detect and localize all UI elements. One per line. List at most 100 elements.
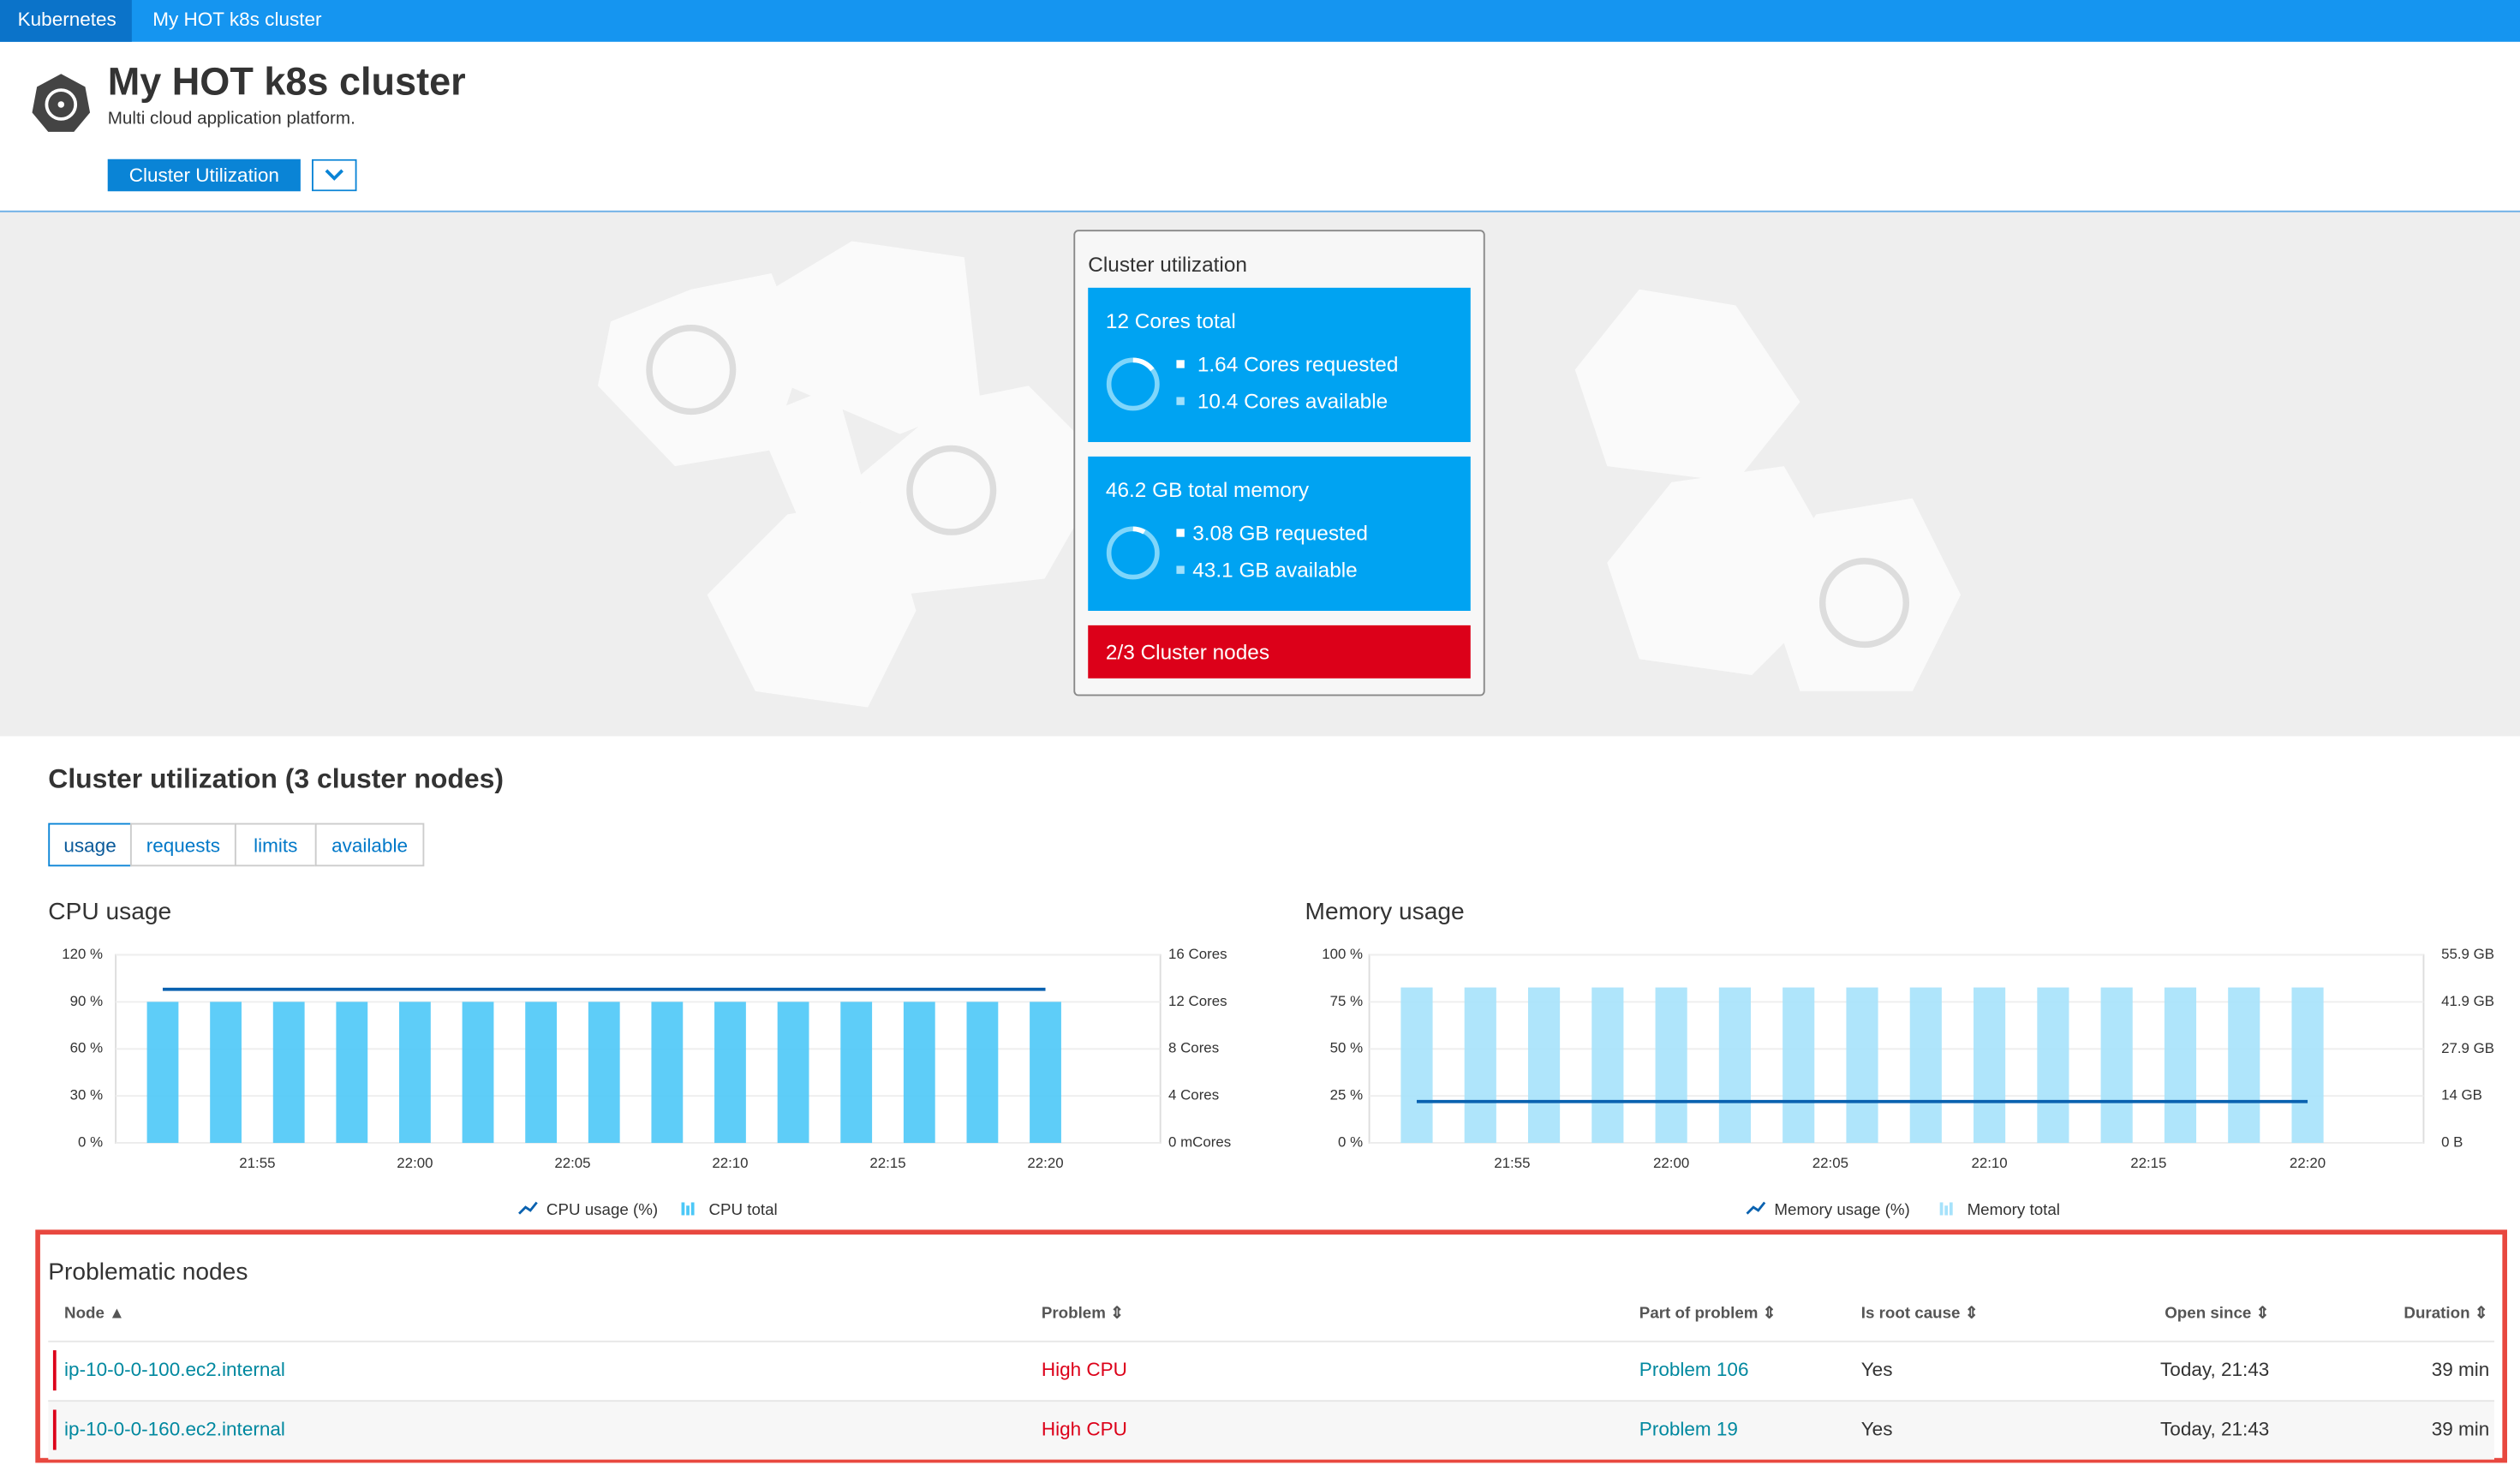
bar bbox=[2291, 987, 2324, 1144]
breadcrumb[interactable]: My HOT k8s cluster bbox=[152, 8, 322, 31]
breadcrumb[interactable]: Kubernetes bbox=[17, 8, 116, 31]
top-bar bbox=[0, 0, 2520, 42]
bar bbox=[1030, 1002, 1061, 1144]
y2-tick-label: 41.9 GB bbox=[2441, 993, 2494, 1009]
y-tick-label: 100 % bbox=[1322, 946, 1363, 962]
cell: 39 min bbox=[2431, 1358, 2490, 1381]
cell[interactable]: ip-10-0-0-100.ec2.internal bbox=[64, 1358, 285, 1381]
dropdown[interactable] bbox=[311, 158, 357, 192]
y-tick-label: 60 % bbox=[70, 1040, 103, 1056]
donut-icons bbox=[1106, 357, 1185, 580]
legend-label: Memory usage (%) bbox=[1774, 1200, 1909, 1218]
y2-tick-label: 14 GB bbox=[2441, 1087, 2482, 1103]
row-marker bbox=[52, 1409, 57, 1450]
x-tick-label: 22:05 bbox=[1812, 1155, 1848, 1171]
bar bbox=[651, 1002, 684, 1144]
bar bbox=[1718, 987, 1752, 1144]
cell[interactable]: ip-10-0-0-160.ec2.internal bbox=[64, 1417, 285, 1441]
cpu-total: 12 Cores total bbox=[1105, 308, 1236, 333]
column-header[interactable]: Is root cause ⇕ bbox=[1860, 1305, 1979, 1324]
bar bbox=[336, 1002, 368, 1144]
row-marker bbox=[52, 1350, 57, 1390]
nodes-tile[interactable] bbox=[1088, 625, 1471, 679]
charts: 0 % 30 % 60 % 90 % 120 % 0 mCores 4 Cores 8 Cor… bbox=[62, 946, 2494, 1218]
cell: Yes bbox=[1860, 1417, 1893, 1441]
bar bbox=[272, 1002, 305, 1144]
column-header[interactable]: Problem ⇕ bbox=[1041, 1305, 1124, 1324]
bar bbox=[966, 1002, 999, 1144]
nodes-status: 2/3 Cluster nodes bbox=[1105, 639, 1270, 664]
column-header[interactable]: Open since ⇕ bbox=[2165, 1305, 2270, 1324]
y-tick-label: 90 % bbox=[70, 993, 103, 1009]
tab[interactable]: available bbox=[314, 822, 425, 867]
bar bbox=[210, 1002, 242, 1144]
bar bbox=[1527, 987, 1561, 1144]
cpu-available: 10.4 Cores available bbox=[1197, 389, 1388, 414]
cell[interactable]: Problem 106 bbox=[1639, 1358, 1749, 1381]
bar bbox=[1974, 987, 2006, 1144]
x-tick-label: 22:15 bbox=[2130, 1155, 2166, 1171]
column-header[interactable]: Part of problem ⇕ bbox=[1639, 1305, 1777, 1324]
bar bbox=[399, 1002, 431, 1144]
section-title: Cluster utilization (3 cluster nodes) bbox=[48, 763, 504, 794]
legend-icon bbox=[690, 1202, 695, 1216]
bar bbox=[588, 1002, 620, 1144]
tab[interactable]: requests bbox=[129, 822, 236, 867]
legend-icon bbox=[1944, 1205, 1949, 1216]
memory-tile[interactable] bbox=[1088, 456, 1471, 611]
legend-label: CPU usage (%) bbox=[546, 1200, 658, 1218]
legend-label: CPU total bbox=[708, 1200, 777, 1218]
legend-icon bbox=[686, 1205, 690, 1216]
x-tick-label: 21:55 bbox=[1494, 1155, 1530, 1171]
y2-tick-label: 0 mCores bbox=[1168, 1133, 1231, 1150]
bar bbox=[1591, 987, 1624, 1144]
y2-tick-label: 55.9 GB bbox=[2441, 946, 2494, 962]
y-tick-label: 120 % bbox=[62, 946, 103, 962]
y-tick-label: 30 % bbox=[70, 1087, 103, 1103]
legend-icon bbox=[1746, 1201, 1766, 1215]
y2-tick-label: 4 Cores bbox=[1168, 1087, 1219, 1103]
y-tick-label: 50 % bbox=[1330, 1040, 1363, 1056]
cell: 39 min bbox=[2431, 1417, 2490, 1441]
y-tick-label: 0 % bbox=[78, 1133, 103, 1150]
bar bbox=[1846, 987, 1878, 1144]
row-bg bbox=[48, 1340, 2494, 1401]
bar bbox=[462, 1002, 494, 1144]
cell: Today, 21:43 bbox=[2160, 1417, 2270, 1441]
y-tick-label: 25 % bbox=[1330, 1087, 1363, 1103]
bar bbox=[2037, 987, 2069, 1144]
x-tick-label: 22:20 bbox=[1027, 1155, 1063, 1171]
bar bbox=[777, 1002, 809, 1144]
cpu-tile[interactable] bbox=[1088, 287, 1471, 442]
memory-requested: 3.08 GB requested bbox=[1192, 520, 1368, 546]
row-bg bbox=[48, 1400, 2494, 1460]
button[interactable]: Cluster Utilization bbox=[107, 158, 301, 192]
bar bbox=[1400, 987, 1433, 1144]
y2-tick-label: 16 Cores bbox=[1168, 946, 1227, 962]
kubernetes-icon bbox=[32, 74, 91, 132]
subtitle: Multi cloud application platform. bbox=[107, 109, 355, 129]
cell: High CPU bbox=[1041, 1358, 1127, 1381]
column-header[interactable]: Duration ⇕ bbox=[2404, 1305, 2488, 1324]
x-tick-label: 22:05 bbox=[554, 1155, 590, 1171]
cell: Yes bbox=[1860, 1358, 1893, 1381]
legend-label: Memory total bbox=[1968, 1200, 2060, 1218]
bar bbox=[1464, 987, 1496, 1144]
cell: Today, 21:43 bbox=[2160, 1358, 2270, 1381]
bar bbox=[1783, 987, 1815, 1144]
y2-tick-label: 27.9 GB bbox=[2441, 1040, 2494, 1056]
cell[interactable]: Problem 19 bbox=[1639, 1417, 1738, 1441]
column-header[interactable]: Node ▲ bbox=[64, 1305, 125, 1324]
bar bbox=[840, 1002, 873, 1144]
bar bbox=[903, 1002, 935, 1144]
tab[interactable]: limits bbox=[234, 822, 317, 867]
bar bbox=[2164, 987, 2197, 1144]
memory-available: 43.1 GB available bbox=[1192, 558, 1358, 583]
y-tick-label: 75 % bbox=[1330, 993, 1363, 1009]
memory-total: 46.2 GB total memory bbox=[1105, 477, 1310, 502]
problems-panel bbox=[35, 1229, 2507, 1463]
legend-icon bbox=[1939, 1202, 1944, 1216]
legend-icon bbox=[518, 1201, 538, 1215]
